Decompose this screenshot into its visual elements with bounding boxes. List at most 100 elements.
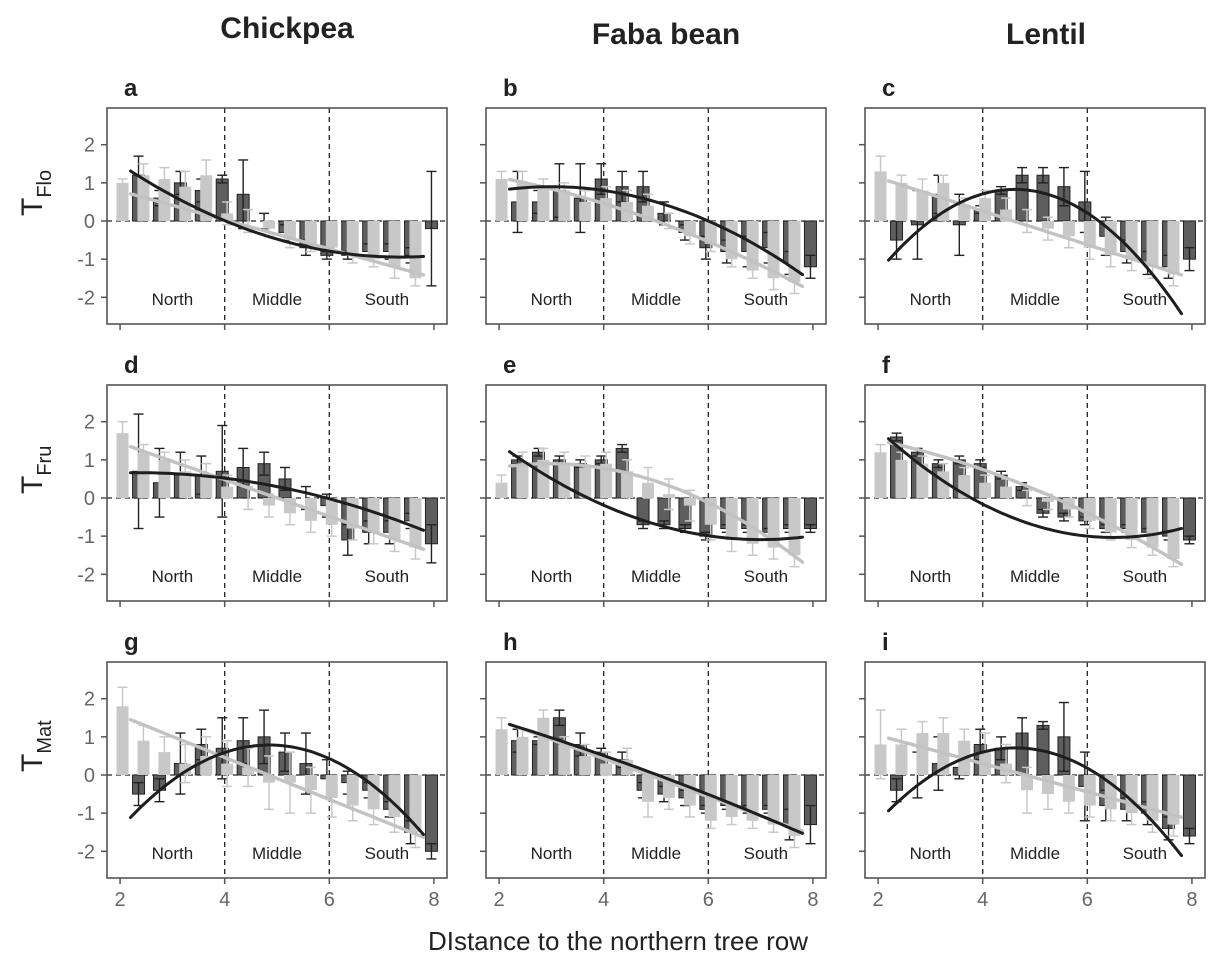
row-label-tfru-main: T [16, 476, 49, 494]
panel-b-data [486, 108, 826, 324]
dark-fit-curve [129, 743, 425, 836]
light-bar [516, 736, 529, 775]
light-bar [895, 182, 908, 221]
dark-bar [1182, 497, 1196, 541]
region-label-south: South [365, 290, 409, 309]
dark-fit-curve [887, 746, 1183, 858]
light-bar [767, 498, 780, 548]
panel-i: i North Middle South 2 4 6 8 [859, 629, 1206, 911]
panel-a: a North Middle South 2 1 0 -1 -2 [77, 75, 448, 330]
dark-fit-curve [129, 169, 425, 259]
region-label-middle: Middle [252, 844, 302, 863]
light-bar [179, 471, 192, 498]
panel-frame [485, 661, 827, 879]
light-bar [916, 190, 929, 221]
x-tick-label: 8 [428, 889, 439, 911]
light-bar [1167, 221, 1180, 275]
row-label-tfru: TFru [16, 446, 56, 494]
light-bar [409, 221, 422, 279]
y-tick-label: -2 [77, 287, 95, 309]
panel-letter-h: h [503, 629, 518, 656]
region-label-north: North [531, 290, 573, 309]
light-bar [979, 198, 992, 221]
light-bar [788, 498, 801, 556]
y-tick-label: -2 [77, 841, 95, 863]
light-bar [916, 463, 929, 498]
panel-letter-i: i [882, 629, 889, 656]
x-axis-title: DIstance to the northern tree row [428, 926, 808, 956]
region-label-south: South [744, 290, 788, 309]
light-bar [283, 221, 296, 241]
region-label-south: South [744, 567, 788, 586]
row-label-tmat: TMat [16, 720, 56, 772]
light-bar [725, 498, 738, 540]
region-label-north: North [910, 290, 952, 309]
panel-frame [864, 107, 1206, 325]
light-bar [116, 706, 129, 775]
y-tick-label: 0 [84, 488, 95, 510]
light-bar [495, 179, 508, 221]
light-fit-curve [128, 718, 426, 839]
light-fit-curve [128, 445, 426, 551]
panel-c-data [865, 108, 1205, 324]
region-label-south: South [365, 844, 409, 863]
y-tick-label: 2 [84, 689, 95, 711]
panel-g: g North Middle South 2 1 0 -1 -2 2 4 6 8 [77, 629, 448, 911]
dark-fit-curve [508, 722, 804, 835]
light-bar [895, 459, 908, 498]
y-tick-label: -2 [77, 564, 95, 586]
panel-f-data [865, 385, 1205, 601]
panel-h-data [486, 662, 826, 878]
row-label-tflo-main: T [16, 198, 49, 216]
y-tick-label: 0 [84, 765, 95, 787]
y-tick-label: 0 [84, 211, 95, 233]
x-tick-label: 2 [494, 889, 505, 911]
light-bar [409, 775, 422, 833]
region-label-north: North [531, 567, 573, 586]
light-bar [325, 221, 338, 248]
panel-frame [864, 661, 1206, 879]
light-bar [916, 733, 929, 775]
panel-letter-f: f [882, 352, 891, 379]
y-tick-label: 2 [84, 412, 95, 434]
region-label-south: South [1123, 844, 1167, 863]
region-label-middle: Middle [1010, 567, 1060, 586]
light-bar [346, 221, 359, 256]
panel-letter-d: d [124, 352, 139, 379]
dark-bar [424, 774, 438, 852]
light-bar [137, 452, 150, 498]
light-bar [621, 471, 634, 498]
region-label-middle: Middle [252, 567, 302, 586]
column-title-chickpea: Chickpea [220, 12, 354, 45]
panel-letter-e: e [503, 352, 516, 379]
dark-bar [803, 497, 817, 530]
region-label-south: South [365, 567, 409, 586]
light-bar [874, 452, 887, 498]
dark-bar [1182, 774, 1196, 837]
panel-frame [485, 107, 827, 325]
row-label-tflo: TFlo [16, 170, 56, 216]
x-tick-label: 4 [219, 889, 230, 911]
panel-frame [106, 107, 448, 325]
light-fit-curve [507, 177, 805, 289]
column-title-faba-bean: Faba bean [592, 18, 740, 51]
light-bar [767, 775, 780, 825]
panel-c: c North Middle South [859, 75, 1206, 330]
region-label-south: South [1123, 290, 1167, 309]
region-label-middle: Middle [631, 567, 681, 586]
region-label-north: North [152, 844, 194, 863]
light-bar [1167, 775, 1180, 825]
region-label-south: South [744, 844, 788, 863]
panel-e: e North Middle South [480, 352, 827, 607]
row-label-tfru-sub: Fru [34, 446, 56, 476]
panel-letter-c: c [882, 75, 895, 102]
panel-frame [106, 661, 448, 879]
row-label-tmat-sub: Mat [34, 720, 56, 754]
light-bar [788, 775, 801, 837]
light-bar [537, 459, 550, 498]
panel-g-data [107, 662, 447, 878]
row-label-tflo-sub: Flo [34, 170, 56, 198]
x-tick-label: 8 [1186, 889, 1197, 911]
y-tick-label: -1 [77, 249, 95, 271]
